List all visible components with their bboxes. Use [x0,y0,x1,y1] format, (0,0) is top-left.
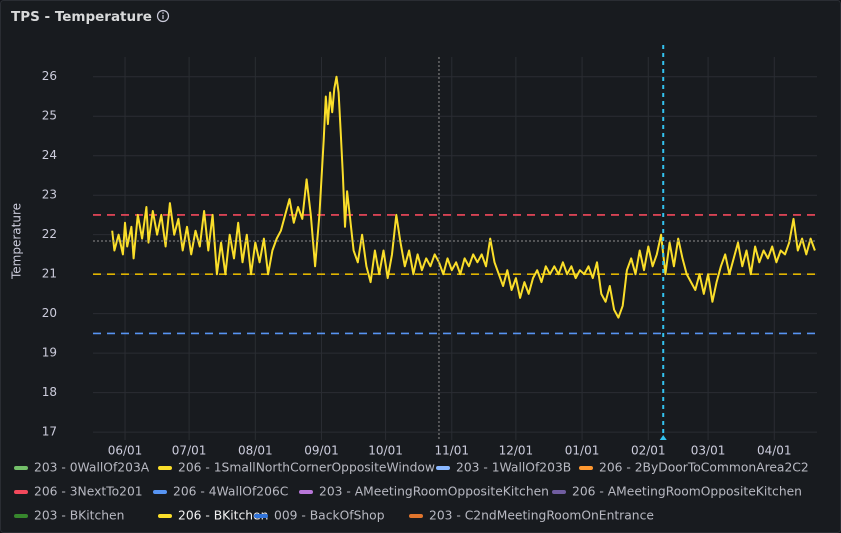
y-tick-label: 19 [42,346,57,360]
y-tick-label: 21 [42,267,57,281]
legend-swatch [153,490,167,494]
legend-label: 203 - 1WallOf203B [456,461,571,475]
x-tick-label: 07/01 [172,444,207,458]
legend-swatch [299,490,313,494]
panel-title: TPS - Temperature [11,9,152,25]
legend-swatch [158,466,172,470]
x-tick-label: 11/01 [434,444,469,458]
legend-item[interactable]: 203 - C2ndMeetingRoomOnEntrance [409,509,654,523]
x-tick-label: 06/01 [108,444,143,458]
y-tick-label: 26 [42,69,57,83]
x-tick-label: 10/01 [368,444,403,458]
legend-item[interactable]: 206 - BKitchen [158,509,268,523]
legend-label: 206 - 1SmallNorthCornerOppositeWindow [178,461,435,475]
legend-label: 206 - 3NextTo201 [34,485,143,499]
legend-swatch [254,514,268,518]
cursor-marker [659,435,667,440]
legend-item[interactable]: 206 - 4WallOf206C [153,485,288,499]
y-tick-label: 20 [42,306,57,320]
legend-item[interactable]: 206 - 3NextTo201 [14,485,143,499]
legend-item[interactable]: 203 - 0WallOf203A [14,461,150,475]
legend-label: 203 - AMeetingRoomOppositeKitchen [319,485,549,499]
x-tick-label: 03/01 [691,444,726,458]
x-tick-label: 12/01 [499,444,534,458]
x-tick-label: 09/01 [304,444,339,458]
info-icon[interactable] [156,9,170,23]
legend-label: 206 - 4WallOf206C [173,485,288,499]
x-tick-label: 04/01 [757,444,792,458]
y-tick-label: 22 [42,227,57,241]
legend-item[interactable]: 203 - 1WallOf203B [436,461,571,475]
legend-label: 206 - BKitchen [178,509,268,523]
legend-swatch [14,466,28,470]
legend-item[interactable]: 203 - BKitchen [14,509,124,523]
legend-swatch [14,514,28,518]
x-tick-label: 01/01 [565,444,600,458]
legend-label: 009 - BackOfShop [274,509,385,523]
x-tick-label: 02/01 [631,444,666,458]
legend-swatch [158,514,172,518]
y-tick-label: 23 [42,188,57,202]
legend-swatch [409,514,423,518]
legend-swatch [579,466,593,470]
legend-label: 206 - 2ByDoorToCommonArea2C2 [599,461,809,475]
legend-label: 203 - BKitchen [34,509,124,523]
legend-item[interactable]: 206 - 2ByDoorToCommonArea2C2 [579,461,809,475]
legend-label: 203 - 0WallOf203A [34,461,150,475]
legend-item[interactable]: 206 - AMeetingRoomOppositeKitchen [552,485,802,499]
legend-label: 203 - C2ndMeetingRoomOnEntrance [429,509,654,523]
legend-item[interactable]: 009 - BackOfShop [254,509,385,523]
legend-item[interactable]: 203 - AMeetingRoomOppositeKitchen [299,485,549,499]
y-axis-label: Temperature [10,203,24,280]
y-tick-label: 18 [42,385,57,399]
legend-swatch [552,490,566,494]
x-tick-label: 08/01 [238,444,273,458]
legend-item[interactable]: 206 - 1SmallNorthCornerOppositeWindow [158,461,435,475]
legend-label: 206 - AMeetingRoomOppositeKitchen [572,485,802,499]
y-tick-label: 25 [42,109,57,123]
y-tick-label: 17 [42,425,57,439]
legend-swatch [436,466,450,470]
legend-swatch [14,490,28,494]
series-line [111,75,816,319]
y-tick-label: 24 [42,148,57,162]
